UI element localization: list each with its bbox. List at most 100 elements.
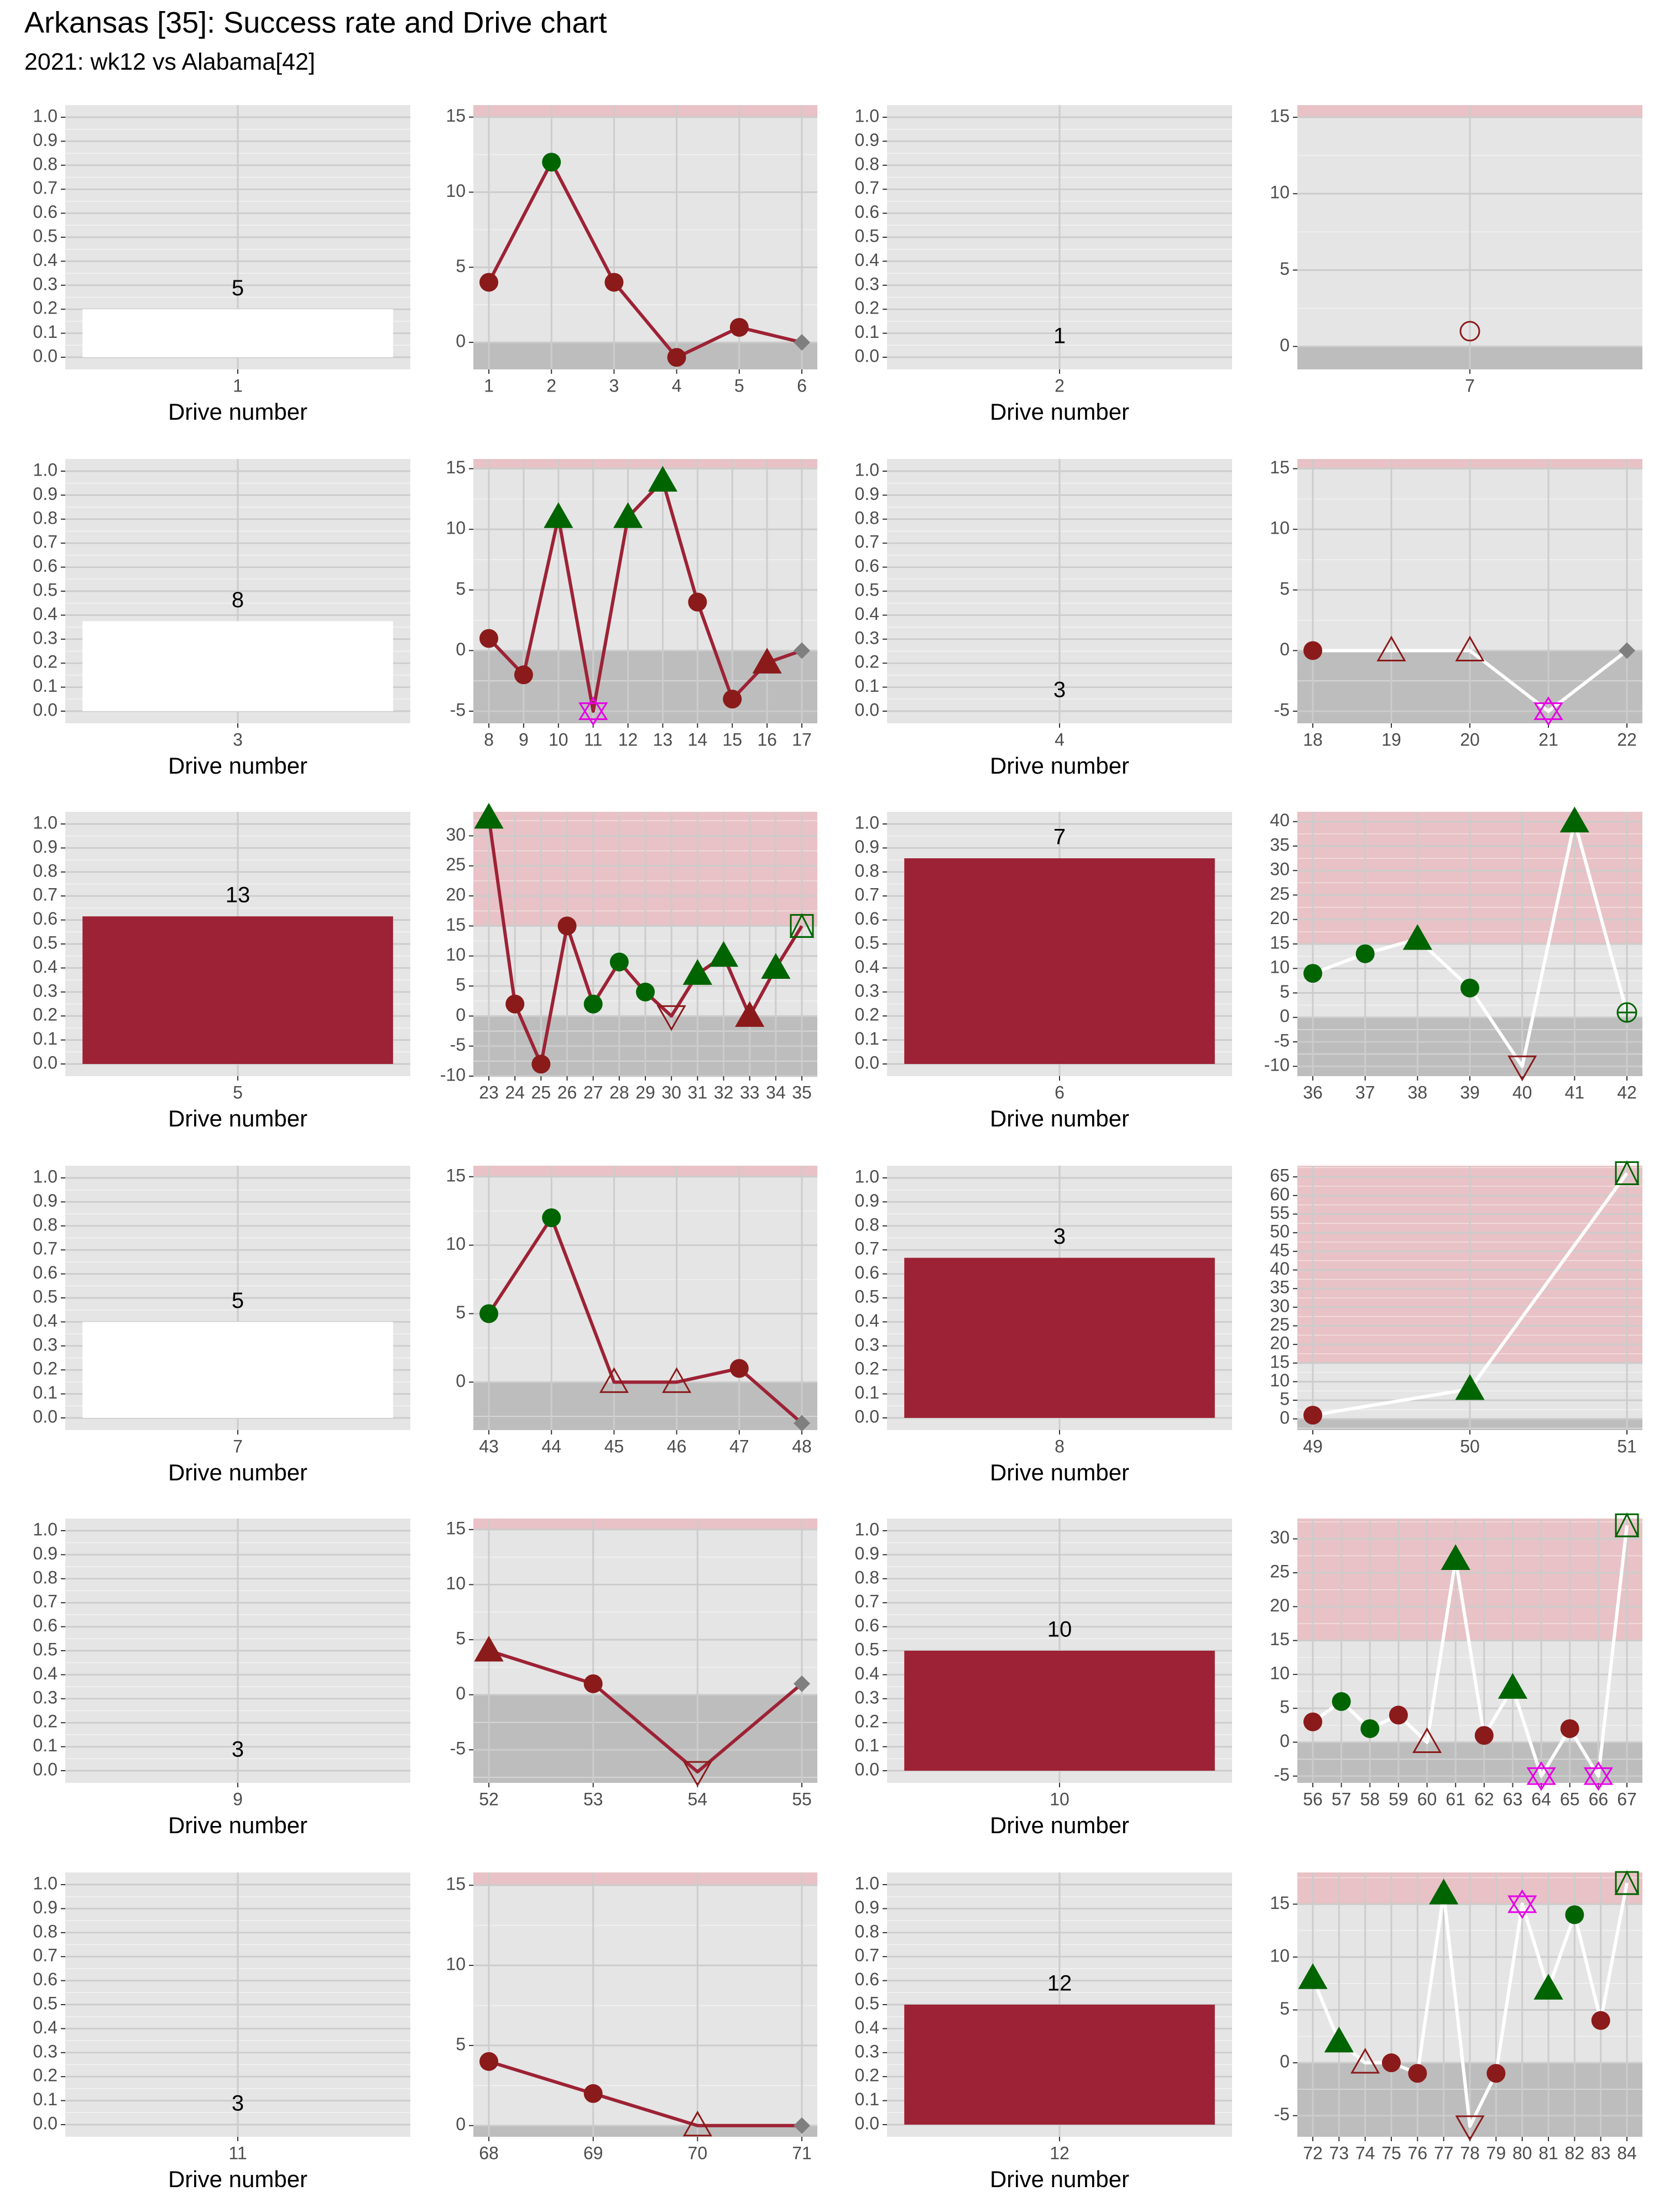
turnover-marker	[1507, 1895, 1537, 1919]
play-marker	[479, 2052, 498, 2071]
y-tick-label: 0.9	[855, 1897, 879, 1917]
y-tick-label: 0.4	[855, 957, 879, 977]
y-tick-label: 0.3	[855, 1687, 879, 1707]
y-tick-label: 0.0	[855, 1759, 879, 1779]
y-tick-label: 0	[456, 1683, 466, 1703]
play-marker	[648, 466, 678, 492]
y-tick-label: 25	[1270, 1562, 1290, 1582]
y-tick-label: 1.0	[33, 812, 58, 832]
play-marker	[729, 1359, 749, 1378]
y-tick-label: 0.5	[33, 226, 58, 246]
y-tick-label: 5	[456, 256, 466, 276]
drive-number-tick: 43	[479, 1436, 499, 1456]
drive-number-tick: 1	[233, 375, 243, 395]
drive-number-tick: 67	[1617, 1789, 1637, 1809]
y-tick-label: 0.3	[33, 1687, 58, 1707]
drive-number-tick: 69	[583, 2143, 603, 2163]
drive-chart-panel: 0 5 10 15 1 2 3 4 5 6	[446, 105, 817, 395]
y-tick-label: 0.2	[855, 652, 879, 672]
play-marker	[1382, 2053, 1401, 2073]
touchdown-marker	[789, 913, 815, 938]
drive-number-tick: 8	[1055, 1436, 1065, 1456]
play-marker	[542, 1208, 561, 1228]
y-tick-label: 5	[456, 974, 466, 994]
y-tick-label: 0.4	[855, 2017, 879, 2037]
success-rate-bar	[82, 1322, 393, 1418]
play-marker	[1455, 2115, 1485, 2141]
play-marker	[662, 1367, 692, 1393]
play-marker	[1360, 1719, 1380, 1738]
drive-number-tick: 22	[1617, 729, 1637, 749]
drive-number-tick: 80	[1512, 2143, 1532, 2163]
drive-number-tick: 37	[1355, 1082, 1375, 1102]
success-rate-panel: 0.0 0.1 0.2 0.3 0.4 0.5 0.6 0.7 0.8 0.9 1.0 3 4 Drive…	[855, 459, 1232, 779]
drive-number-tick: 59	[1389, 1789, 1408, 1809]
y-tick-label: 0.2	[33, 1359, 58, 1379]
play-marker	[1591, 2011, 1610, 2030]
drive-number-tick: 54	[688, 1789, 708, 1809]
y-tick-label: 0.3	[33, 1334, 58, 1354]
y-tick-label: 65	[1270, 1166, 1290, 1186]
drive-chart-panel: -5 0 5 10 15 72 73 74 75 76 77 78 79 80 81 82 83 84	[1270, 1870, 1642, 2163]
y-tick-label: 15	[446, 1874, 466, 1894]
y-tick-label: 15	[1270, 1893, 1290, 1913]
y-tick-label: 25	[1270, 1314, 1290, 1334]
drive-number-tick: 53	[583, 1789, 603, 1809]
y-tick-label: 0.3	[33, 2041, 58, 2061]
drive-number-tick: 2	[1055, 375, 1065, 395]
drive-chart-panel: 0 5 10 15 43 44 45 46 47 48	[446, 1165, 817, 1456]
y-tick-label: 0.4	[33, 250, 58, 270]
y-tick-label: 5	[1280, 578, 1290, 598]
success-rate-bar	[904, 2005, 1215, 2125]
y-tick-label: 0.8	[33, 1567, 58, 1587]
drive-number-tick: 5	[734, 375, 744, 395]
y-tick-label: 20	[1270, 908, 1290, 928]
y-tick-label: 10	[446, 181, 466, 201]
x-axis-title: Drive number	[168, 399, 307, 425]
drive-number-tick: 49	[1303, 1436, 1323, 1456]
drive-number-tick: 4	[672, 375, 682, 395]
y-tick-label: 0.9	[855, 484, 879, 504]
y-tick-label: 15	[1270, 106, 1290, 126]
drive-chart-panel: 0 5 10 15 68 69 70 71	[446, 1872, 817, 2163]
success-rate-panel: 0.0 0.1 0.2 0.3 0.4 0.5 0.6 0.7 0.8 0.9 1.0 12 12 Dri…	[855, 1872, 1232, 2192]
play-count-label: 3	[1053, 678, 1066, 702]
drive-number-tick: 33	[740, 1082, 760, 1102]
explosive-zone	[473, 105, 817, 117]
y-tick-label: 0.6	[33, 202, 58, 222]
turnover-marker	[578, 696, 608, 720]
drive-number-tick: 48	[792, 1436, 812, 1456]
play-marker	[599, 1367, 629, 1393]
drive-number-tick: 17	[792, 729, 812, 749]
panel-background	[473, 1872, 817, 2137]
success-rate-bar	[82, 621, 393, 711]
y-tick-label: 1.0	[855, 106, 879, 126]
y-tick-label: 0.2	[33, 298, 58, 318]
y-tick-label: 0.1	[855, 1029, 879, 1048]
y-tick-label: 0.1	[855, 322, 879, 342]
y-tick-label: 0.1	[855, 676, 879, 696]
chart-subtitle: 2021: wk12 vs Alabama[42]	[24, 49, 315, 75]
y-tick-label: 0.1	[33, 1735, 58, 1755]
play-marker	[1303, 1406, 1322, 1425]
y-tick-label: 0.6	[33, 909, 58, 928]
y-tick-label: 0.8	[855, 508, 879, 528]
drive-number-tick: 56	[1303, 1789, 1323, 1809]
y-tick-label: 0.2	[855, 1005, 879, 1025]
y-tick-label: 0.6	[855, 909, 879, 928]
x-axis-title: Drive number	[168, 1459, 307, 1485]
play-marker	[794, 334, 810, 351]
y-tick-label: -5	[450, 1035, 466, 1055]
y-tick-label: 1.0	[33, 106, 58, 126]
negative-yardage-zone	[473, 1694, 817, 1783]
y-tick-label: 5	[1280, 982, 1290, 1001]
y-tick-label: 15	[446, 1518, 466, 1538]
play-count-label: 1	[1053, 324, 1066, 348]
y-tick-label: 1.0	[33, 1166, 58, 1186]
y-tick-label: 40	[1270, 810, 1290, 830]
y-tick-label: 0.7	[855, 1239, 879, 1259]
drive-number-tick: 9	[519, 729, 529, 749]
drive-line	[487, 160, 802, 359]
y-tick-label: 0.7	[33, 532, 58, 552]
